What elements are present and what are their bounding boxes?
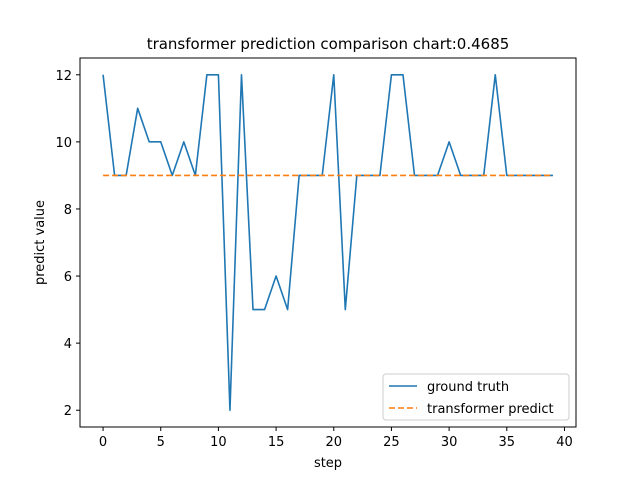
legend: ground truth transformer predict [382, 373, 570, 421]
x-tick-label: 20 [325, 435, 342, 450]
y-tick-label: 12 [55, 69, 72, 84]
y-tick-label: 6 [64, 270, 72, 285]
x-tick-label: 15 [268, 435, 285, 450]
y-axis-ticks: 2 4 6 8 10 12 [55, 69, 80, 419]
x-axis-ticks: 0 5 10 15 20 25 30 35 40 [99, 427, 573, 450]
legend-label-ground-truth: ground truth [427, 380, 509, 395]
y-tick-label: 8 [64, 203, 72, 218]
y-tick-label: 10 [55, 136, 72, 151]
y-axis-label: predict value [33, 200, 48, 285]
y-tick-label: 2 [64, 404, 72, 419]
y-tick-label: 4 [64, 337, 72, 352]
x-tick-label: 40 [556, 435, 573, 450]
plot-frame [79, 57, 577, 428]
x-axis-label: step [314, 456, 342, 471]
x-tick-label: 35 [499, 435, 516, 450]
legend-label-transformer-predict: transformer predict [427, 402, 554, 417]
x-tick-label: 10 [210, 435, 227, 450]
x-tick-label: 5 [157, 435, 165, 450]
legend-box [382, 373, 570, 421]
x-tick-label: 25 [383, 435, 400, 450]
series-layer [102, 73, 553, 412]
x-tick-label: 30 [441, 435, 458, 450]
chart-title: transformer prediction comparison chart:… [147, 35, 510, 53]
x-tick-label: 0 [99, 435, 107, 450]
